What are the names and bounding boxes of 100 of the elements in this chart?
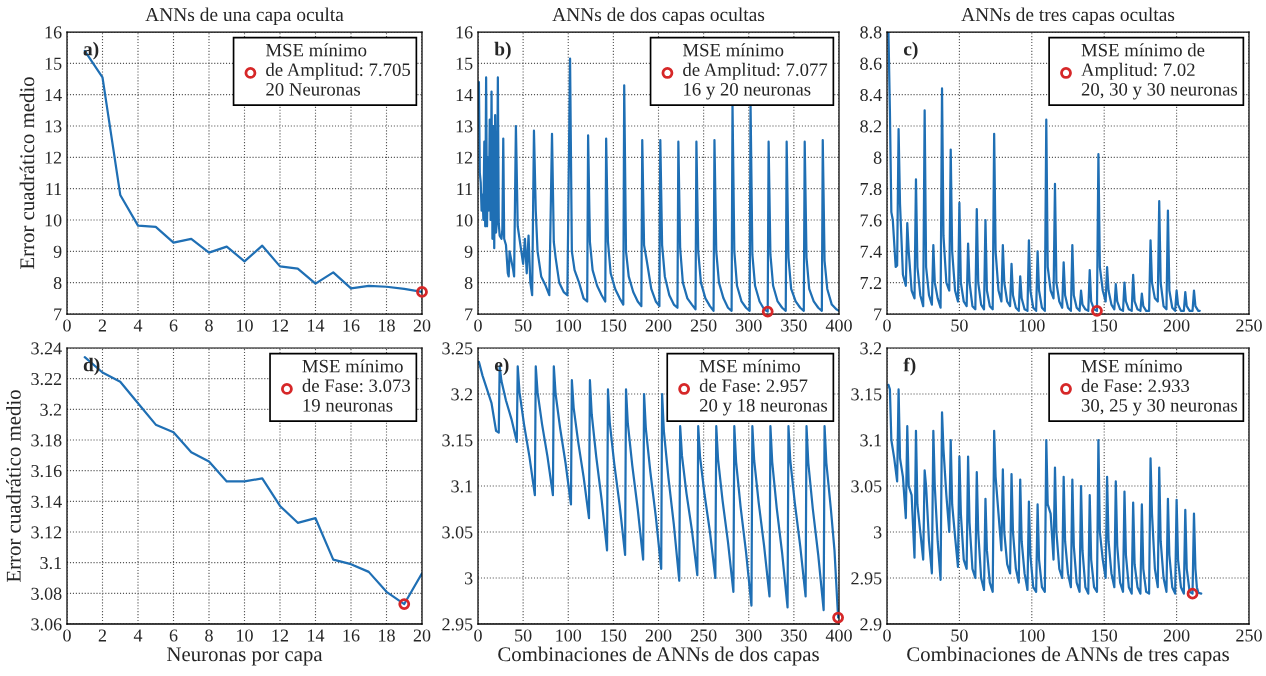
y-tick-label: 14	[456, 89, 473, 101]
x-tick-label: 14	[308, 629, 325, 642]
x-tick-label: 200	[1163, 629, 1190, 642]
x-tick-label: 0	[63, 629, 71, 642]
y-tick-label: 3.05	[851, 480, 882, 493]
y-tick-label: 7	[874, 308, 882, 321]
x-tick-label: 0	[883, 319, 891, 332]
x-axis-title: Neuronas por capa	[167, 647, 323, 666]
x-tick-label: 18	[379, 319, 395, 332]
y-tick-label: 7.4	[860, 245, 882, 258]
y-axis-title: Error cuadrático medio	[19, 77, 35, 269]
annotation: b)	[494, 41, 511, 60]
y-tick-label: 3.2	[451, 388, 473, 401]
y-tick-label: 3.15	[851, 388, 882, 401]
x-tick-label: 400	[825, 319, 852, 332]
x-tick-label: 100	[556, 629, 582, 642]
y-tick-label: 13	[45, 120, 62, 133]
x-tick-label: 250	[1236, 319, 1262, 332]
x-tick-label: 250	[1236, 629, 1262, 642]
y-tick-label: 3.25	[442, 342, 473, 355]
y-tick-label: 7.8	[860, 182, 882, 196]
x-tick-label: 350	[781, 319, 807, 332]
y-tick-label: 8	[464, 276, 473, 290]
x-tick-label: 100	[1019, 629, 1045, 642]
annotation: f)	[903, 357, 916, 376]
x-tick-label: 300	[736, 629, 762, 642]
y-tick-label: 3	[464, 572, 473, 585]
x-tick-label: 150	[1092, 319, 1118, 332]
y-tick-label: 3.18	[31, 434, 62, 447]
annotation: c)	[903, 41, 918, 60]
y-tick-label: 3.12	[31, 526, 62, 539]
x-tick-label: 12	[272, 319, 289, 332]
x-tick-label: 100	[1019, 319, 1045, 332]
x-tick-label: 250	[690, 629, 717, 642]
x-tick-label: 50	[515, 319, 532, 332]
y-tick-label: 3.1	[40, 556, 62, 570]
y-tick-label: 9	[53, 245, 62, 258]
y-axis-title: Error cuadrático medio	[6, 390, 21, 582]
legend-label: MSE mínimo de Amplitud: 7.705 20 Neuronas	[265, 43, 411, 96]
y-tick-label: 9	[464, 245, 473, 258]
x-tick-label: 200	[1163, 319, 1190, 332]
x-tick-label: 10	[237, 319, 253, 332]
x-tick-label: 200	[645, 319, 672, 332]
x-tick-label: 20	[413, 629, 431, 642]
x-axis-title: Combinaciones de ANNs de dos capas	[498, 646, 819, 666]
x-tick-label: 0	[883, 629, 891, 642]
y-tick-label: 3.24	[31, 342, 62, 355]
y-tick-label: 8	[873, 151, 882, 164]
y-tick-label: 3.16	[31, 464, 62, 478]
x-tick-label: 20	[413, 319, 431, 332]
y-tick-label: 16	[456, 26, 473, 39]
chart-title: ANNs de tres capas ocultas	[961, 7, 1175, 26]
y-tick-label: 7	[54, 308, 62, 321]
legend-label: MSE mínimo de Fase: 2.933 30, 25 y 30 neuronas	[1081, 359, 1238, 416]
x-tick-label: 6	[169, 319, 178, 332]
x-tick-label: 0	[63, 319, 71, 332]
chart-title: ANNs de dos capas ocultas	[552, 7, 765, 26]
y-tick-label: 8.2	[860, 120, 882, 133]
x-tick-label: 14	[308, 319, 325, 332]
y-tick-label: 2.95	[851, 572, 882, 585]
x-tick-label: 100	[556, 319, 582, 332]
x-tick-label: 10	[237, 629, 253, 642]
y-tick-label: 3.14	[31, 495, 62, 508]
x-tick-label: 0	[474, 319, 482, 332]
x-tick-label: 2	[98, 629, 107, 642]
y-tick-label: 12	[45, 151, 62, 164]
x-axis-title: Combinaciones de ANNs de tres capas	[907, 646, 1229, 666]
x-tick-label: 150	[601, 629, 627, 642]
y-tick-label: 3.08	[31, 587, 62, 600]
x-tick-label: 0	[474, 629, 482, 642]
x-tick-label: 150	[1092, 629, 1118, 642]
annotation: e)	[494, 357, 509, 376]
y-tick-label: 10	[456, 214, 473, 227]
y-tick-label: 7.2	[860, 276, 882, 290]
x-tick-label: 2	[98, 319, 107, 332]
y-tick-label: 3	[873, 526, 882, 539]
chart-title: ANNs de una capa oculta	[145, 7, 344, 26]
y-tick-label: 8	[53, 276, 62, 290]
x-tick-label: 300	[736, 319, 762, 332]
x-tick-label: 50	[951, 629, 968, 642]
x-tick-label: 400	[825, 629, 852, 642]
y-tick-label: 13	[456, 120, 473, 133]
y-tick-label: 15	[456, 57, 473, 70]
y-tick-label: 3.1	[451, 480, 473, 493]
y-tick-label: 3.2	[860, 342, 882, 355]
legend-label: MSE mínimo de Fase: 2.957 20 y 18 neuronas	[699, 359, 828, 416]
y-tick-label: 3.2	[40, 403, 62, 416]
y-tick-label: 11	[457, 183, 473, 195]
y-tick-label: 3.15	[442, 434, 473, 447]
x-tick-label: 16	[343, 319, 360, 332]
y-tick-label: 16	[45, 26, 62, 39]
x-tick-label: 50	[951, 319, 968, 332]
x-tick-label: 8	[205, 319, 213, 332]
y-tick-label: 15	[45, 57, 62, 70]
x-tick-label: 18	[379, 629, 395, 642]
x-tick-label: 4	[133, 319, 143, 332]
x-tick-label: 12	[272, 629, 289, 642]
x-tick-label: 250	[690, 319, 717, 332]
x-tick-label: 16	[343, 629, 360, 642]
y-tick-label: 10	[45, 214, 62, 227]
